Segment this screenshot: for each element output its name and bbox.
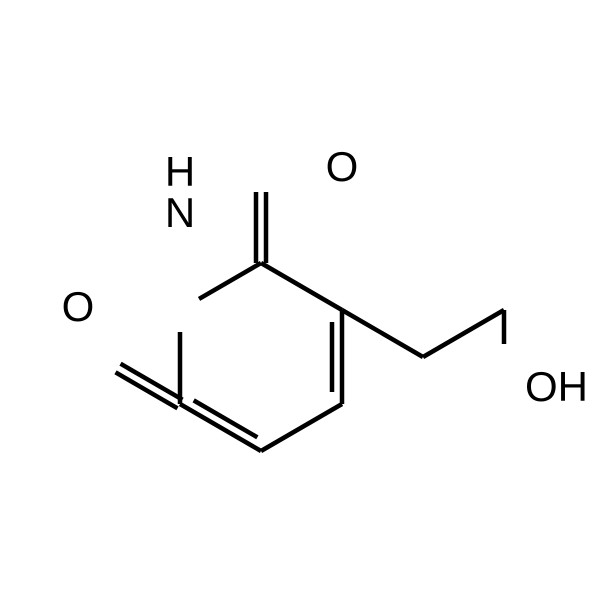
atom-label: O [62,283,95,330]
molecule-diagram: O O OH HN [0,0,600,600]
atom-label: OH [525,363,588,410]
atom-label: O [326,143,359,190]
atom-label: N [165,189,195,236]
atom-label: H [165,148,195,195]
